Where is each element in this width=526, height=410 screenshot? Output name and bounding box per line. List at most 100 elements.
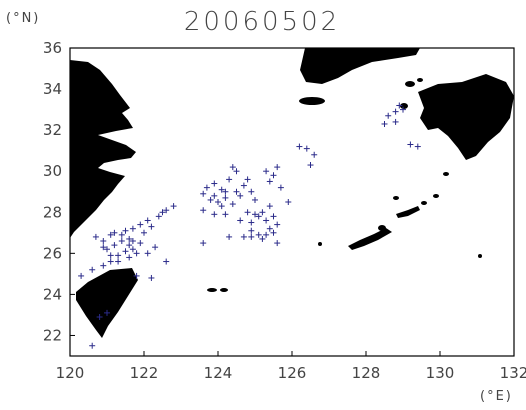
observation-marker [392,108,399,115]
land-ryukyu-chain [348,228,392,250]
observation-marker [200,240,207,247]
y-tick-label: 24 [43,285,62,303]
lat-unit-label: (°N) [6,11,40,26]
y-tick-label: 32 [43,121,62,139]
observation-marker [148,274,155,281]
y-tick-label: 28 [43,203,62,221]
land-island-e [421,201,427,205]
observation-marker [126,235,133,242]
observation-marker [296,143,303,150]
x-tick-label: 126 [278,364,307,382]
land-korea [300,48,420,84]
observation-marker [222,188,229,195]
observation-marker [248,233,255,240]
x-tick-label: 128 [352,364,381,382]
observation-marker [244,209,251,216]
observation-marker [126,242,133,249]
observation-marker [200,207,207,214]
observation-markers [78,102,421,349]
observation-marker [126,254,133,261]
observation-marker [263,217,270,224]
observation-marker [226,176,233,183]
observation-marker [311,151,318,158]
y-tick-label: 30 [43,162,62,180]
observation-marker [115,258,122,265]
observation-marker [266,203,273,210]
observation-marker [270,229,277,236]
observation-marker [414,143,421,150]
observation-marker [118,231,125,238]
observation-marker [122,248,129,255]
observation-marker [396,102,403,109]
land-island-k [478,254,482,258]
observation-marker [255,231,262,238]
y-tick-label: 26 [43,244,62,262]
observation-marker [107,258,114,265]
observation-marker [104,309,110,316]
observation-marker [237,192,244,199]
observation-marker [104,246,110,253]
observation-marker [107,252,114,259]
observation-marker [118,238,125,245]
observation-marker [170,203,177,210]
observation-marker [229,201,236,208]
observation-marker [100,262,107,269]
observation-marker [274,164,281,171]
observation-marker [233,188,240,195]
observation-marker [392,118,399,125]
observation-marker [385,112,392,119]
y-tick-label: 22 [43,326,62,344]
observation-marker [89,266,96,273]
observation-marker [148,223,155,230]
observation-marker [303,145,310,152]
observation-marker [266,178,273,185]
observation-marker [244,176,251,183]
observation-marker [255,213,262,220]
observation-marker [259,235,266,242]
observation-marker [211,192,218,199]
land-island-c [417,78,423,82]
land-island-d [378,225,386,231]
observation-marker [229,164,236,171]
observation-marker [207,196,214,203]
observation-marker [111,229,118,236]
observation-marker [248,188,255,195]
observation-marker [129,225,136,232]
observation-marker [129,238,136,245]
land-layer [70,48,514,338]
observation-marker [155,213,162,220]
observation-marker [211,180,218,187]
observation-marker [400,106,406,113]
land-island-h [207,288,217,292]
observation-marker [144,250,151,257]
observation-marker [307,162,314,169]
observation-marker [381,120,388,127]
observation-marker [218,203,225,210]
observation-marker [137,221,144,228]
observation-marker [248,227,255,234]
observation-marker [144,217,151,224]
x-tick-label: 122 [130,364,159,382]
observation-marker [115,252,122,259]
land-island-b [400,103,408,109]
observation-marker [248,219,255,226]
land-island-i [220,288,228,292]
observation-marker [133,250,140,257]
observation-marker [259,209,266,216]
x-tick-label: 120 [56,364,85,382]
land-island-f [433,194,439,198]
observation-marker [233,168,240,175]
observation-marker [152,244,159,251]
observation-marker [274,240,281,247]
observation-marker [270,172,277,179]
observation-marker [215,199,221,205]
observation-marker [240,233,247,240]
land-island-a [405,81,415,87]
observation-marker [163,258,170,265]
observation-marker [222,194,229,201]
land-jeju [299,97,325,105]
observation-marker [133,272,140,279]
observation-marker [240,182,247,189]
land-island-g [443,172,449,176]
